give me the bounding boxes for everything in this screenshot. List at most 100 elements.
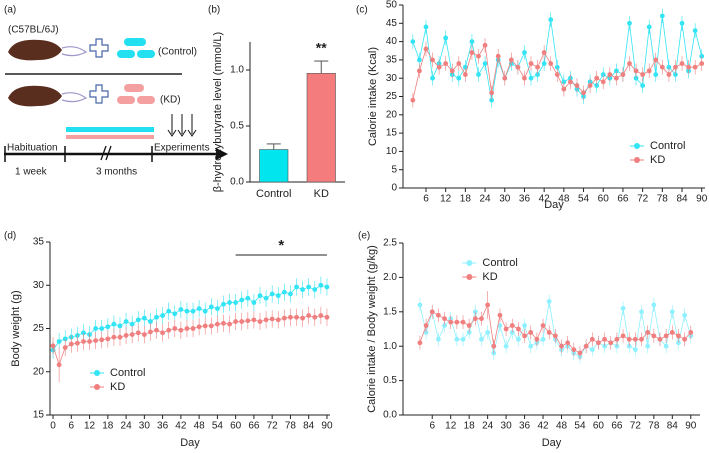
data-point — [257, 319, 263, 324]
data-point — [608, 340, 614, 346]
data-point — [160, 313, 166, 318]
legend-label: Control — [482, 257, 517, 269]
data-point — [148, 319, 153, 324]
data-point — [454, 336, 460, 342]
data-point — [148, 329, 153, 335]
y-tick-label: 2.0 — [383, 272, 397, 283]
data-point — [429, 309, 435, 315]
data-point — [111, 321, 117, 327]
x-tick-label: 60 — [593, 421, 605, 432]
data-point — [141, 315, 147, 321]
plus-icon — [89, 38, 109, 58]
group-label: (Control) — [158, 47, 197, 58]
x-tick-label: 48 — [556, 421, 568, 432]
data-point — [423, 46, 429, 52]
x-axis-label: Day — [180, 437, 200, 449]
data-point — [594, 75, 600, 81]
data-point — [515, 64, 521, 70]
x-tick-label: 30 — [501, 421, 513, 432]
mouse-icon — [8, 85, 88, 107]
data-point — [528, 330, 534, 335]
data-point — [178, 327, 184, 333]
data-point — [202, 323, 208, 329]
y-tick-label: 45 — [386, 18, 398, 29]
x-tick-label: 72 — [267, 421, 279, 432]
x-tick-label: 12 — [84, 421, 96, 432]
data-point — [208, 323, 214, 329]
x-tick-label: 30 — [499, 194, 511, 205]
data-point — [646, 24, 652, 30]
data-point — [324, 284, 330, 290]
data-point — [534, 336, 540, 342]
data-point — [583, 343, 589, 349]
x-tick-label: 54 — [578, 194, 590, 205]
data-point — [546, 299, 552, 304]
x-axis-label: Day — [544, 199, 564, 211]
y-axis-label: β-hydroxybutyrate level (mmol/L) — [212, 32, 224, 192]
data-point — [135, 317, 141, 323]
data-point — [417, 340, 423, 346]
data-point — [503, 326, 509, 332]
y-tick-label: 1.5 — [383, 306, 397, 317]
data-point — [497, 323, 503, 328]
data-point — [632, 336, 638, 342]
legend-label: KD — [650, 154, 665, 166]
data-point — [239, 297, 245, 303]
y-tick-label: 50 — [386, 0, 398, 11]
data-point — [632, 347, 638, 353]
x-tick-label: 24 — [480, 194, 492, 205]
data-point — [528, 343, 534, 349]
data-point — [581, 90, 586, 96]
x-tick-label: 36 — [157, 421, 169, 432]
legend-marker — [94, 370, 100, 376]
data-point — [495, 53, 501, 59]
x-tick-label: 6 — [69, 421, 75, 432]
data-point — [497, 312, 503, 318]
data-point — [645, 343, 651, 349]
data-point — [699, 53, 705, 59]
x-tick-label: 90 — [696, 194, 708, 205]
x-tick-label: 72 — [630, 421, 642, 432]
plus-icon — [89, 84, 109, 104]
chart-panel: (c) 0 5 10 15 20 25 30 35 40 45 50 6 12 18 24 30 36 42 48 54… — [356, 0, 708, 211]
x-tick-label: 66 — [611, 421, 623, 432]
panel-label: (c) — [356, 5, 368, 16]
data-point — [227, 300, 232, 305]
data-point — [602, 336, 607, 342]
data-point — [245, 295, 251, 301]
data-point — [663, 333, 669, 339]
data-point — [646, 68, 652, 74]
data-point — [154, 327, 159, 333]
data-point — [540, 323, 546, 328]
data-point — [640, 83, 646, 88]
x-tick-label: 30 — [139, 421, 151, 432]
data-point — [456, 61, 462, 66]
data-point — [666, 72, 672, 77]
pill — [137, 50, 155, 58]
panel-label: (d) — [4, 231, 16, 242]
data-point — [482, 42, 488, 48]
data-point — [476, 72, 481, 77]
data-point — [479, 316, 484, 322]
x-tick-label: KD — [314, 188, 329, 200]
data-point — [269, 316, 275, 322]
data-point — [99, 326, 105, 331]
data-point — [288, 314, 293, 320]
data-point — [190, 308, 196, 314]
data-point — [318, 313, 324, 318]
data-point — [410, 39, 416, 44]
data-point — [306, 284, 312, 290]
y-tick-label: 40 — [386, 36, 398, 47]
data-point — [456, 75, 462, 81]
data-point — [312, 287, 318, 292]
data-point — [263, 295, 269, 301]
data-point — [221, 320, 226, 326]
x-tick-label: 36 — [519, 194, 531, 205]
data-point — [190, 326, 196, 331]
data-point — [312, 314, 318, 320]
data-point — [561, 86, 567, 92]
data-point — [614, 336, 620, 342]
timeline-label: Habituation — [7, 143, 58, 154]
y-axis-label: Calorie intake (Kcal) — [367, 47, 379, 146]
panel-label: (b) — [208, 5, 220, 16]
